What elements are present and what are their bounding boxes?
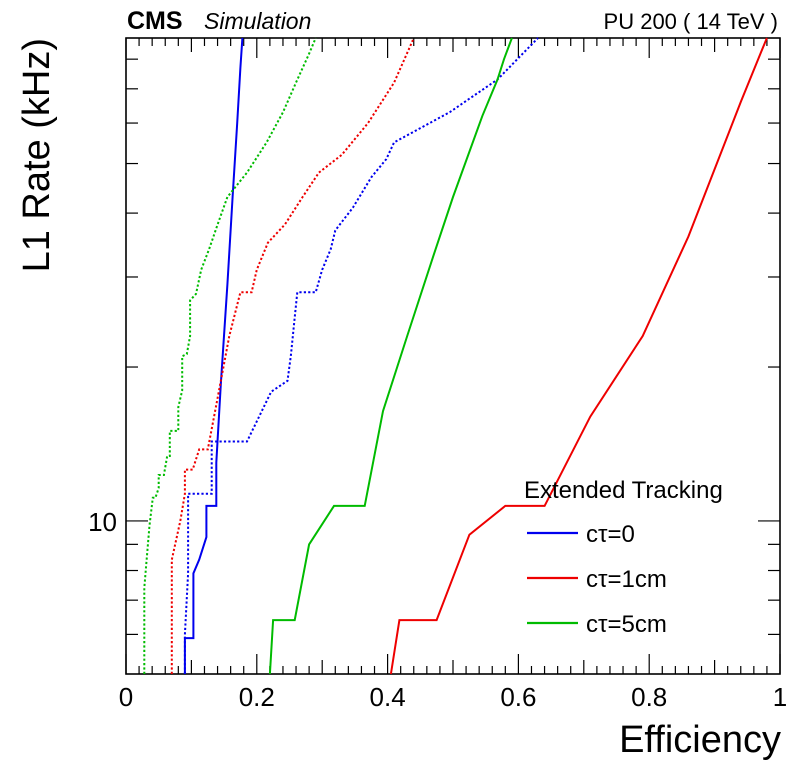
legend: Extended Tracking cτ=0 cτ=1cm cτ=5cm — [524, 477, 723, 638]
series-line-3-solid — [389, 37, 768, 675]
series-line-2-dotted — [183, 37, 539, 674]
axis-ticks — [125, 38, 781, 674]
legend-entry-ctau5cm: cτ=5cm — [586, 611, 667, 638]
x-tick-labels: 0 0.2 0.4 0.6 0.8 1 — [119, 682, 787, 712]
cms-label: CMS — [127, 7, 183, 35]
x-tick-label: 0.6 — [500, 682, 536, 712]
series-line-5-solid — [268, 37, 513, 675]
x-axis-title: Efficiency — [619, 719, 781, 761]
series-line-4-dotted — [170, 37, 415, 674]
x-tick-label: 1 — [773, 682, 787, 712]
legend-entry-ctau1cm: cτ=1cm — [586, 566, 667, 593]
x-tick-label: 0.2 — [239, 682, 275, 712]
series-curves — [143, 37, 768, 675]
x-tick-label: 0 — [119, 682, 133, 712]
series-line-1-solid — [183, 37, 244, 674]
y-axis-title: L1 Rate (kHz) — [16, 38, 58, 272]
conditions-label: PU 200 ( 14 TeV ) — [604, 9, 778, 34]
x-tick-label: 0.4 — [370, 682, 406, 712]
legend-title: Extended Tracking — [524, 477, 723, 504]
x-tick-label: 0.8 — [631, 682, 667, 712]
series-line-6-dotted — [143, 37, 317, 674]
y-tick-label: 10 — [88, 507, 117, 537]
simulation-label: Simulation — [204, 8, 311, 34]
legend-entry-ctau0: cτ=0 — [586, 521, 635, 548]
y-tick-labels: 10 — [88, 507, 117, 537]
